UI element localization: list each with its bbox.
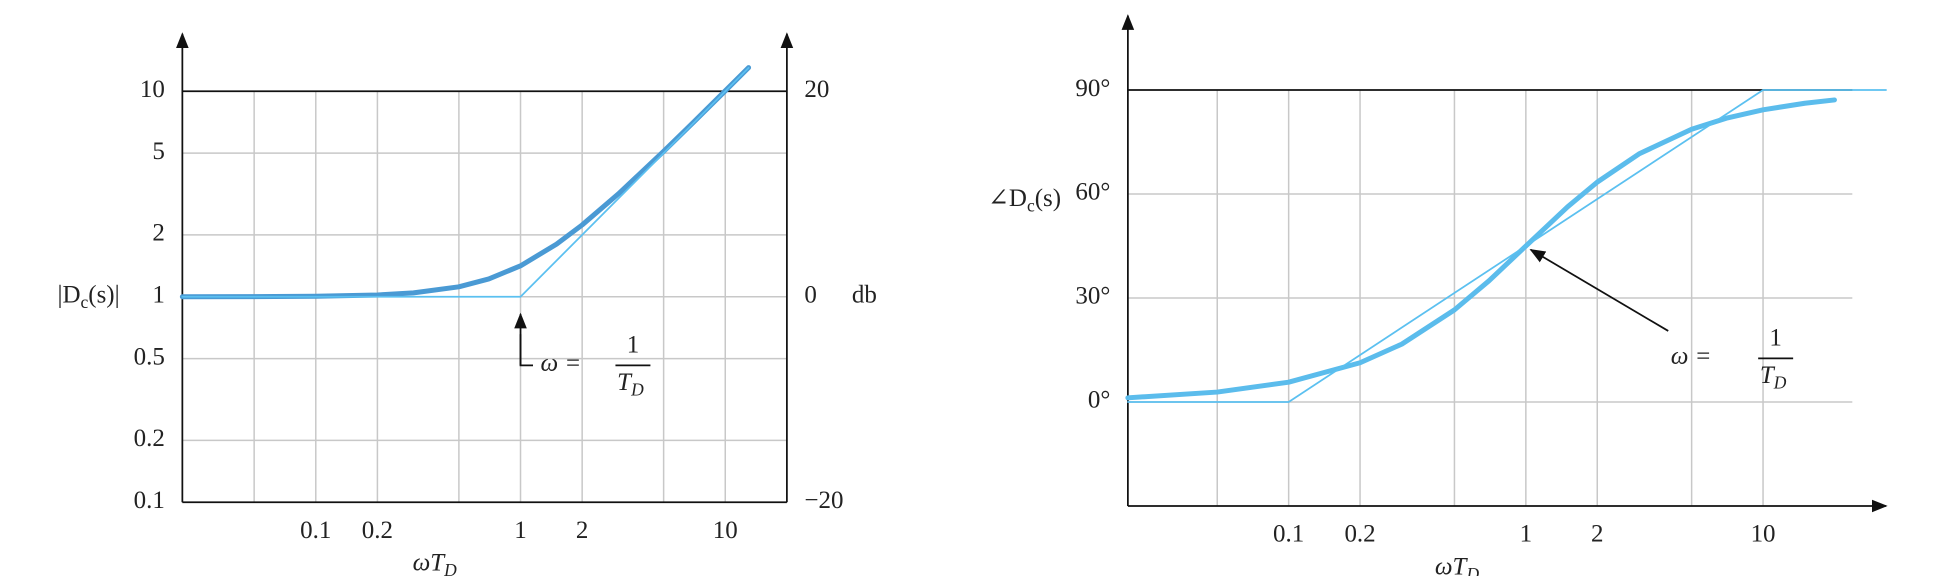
x-tick-label: 1 — [1520, 521, 1532, 548]
x-tick-label: 2 — [1591, 521, 1603, 548]
y-tick-label: 5 — [152, 138, 164, 165]
y-axis-label-part: (s) — [1035, 185, 1061, 212]
x-axis-label-part: ωT — [1435, 553, 1469, 576]
y2-tick-label: 0 — [804, 281, 816, 308]
annotation-denominator-part: T — [1760, 362, 1776, 389]
annotation-denominator-part: T — [617, 369, 633, 396]
y2-axis-label: db — [852, 281, 877, 308]
series-line — [181, 66, 750, 298]
y2-tick-label: 20 — [804, 76, 829, 103]
x-axis-label-part: D — [1465, 564, 1479, 576]
annotation-text: ω = — [1671, 343, 1712, 370]
annotation-arrow — [1529, 248, 1669, 332]
y-tick-label: 60° — [1075, 179, 1110, 206]
series-line — [1125, 97, 1837, 401]
y-axis-label: |Dc(s)| — [57, 281, 119, 312]
x-axis-label-part: D — [443, 560, 457, 576]
annotation-denominator: TD — [617, 369, 644, 400]
x-tick-label: 10 — [713, 517, 738, 544]
y-axis-label-part: ∠D — [988, 185, 1027, 212]
y-tick-label: 1 — [152, 281, 164, 308]
x-tick-label: 10 — [1751, 521, 1776, 548]
x-tick-label: 0.2 — [1344, 521, 1375, 548]
y-tick-label: 0.1 — [134, 487, 165, 514]
y-tick-label: 30° — [1075, 283, 1110, 310]
y-tick-label: 0.2 — [134, 425, 165, 452]
x-axis-label: ωTD — [413, 549, 458, 576]
annotation-leader — [519, 334, 534, 367]
y2-tick-label: −20 — [804, 487, 843, 514]
y-axis-label-part: (s)| — [88, 281, 119, 308]
annotation-denominator: TD — [1760, 362, 1787, 393]
x-tick-label: 0.2 — [362, 517, 393, 544]
annotation-numerator: 1 — [1769, 324, 1781, 351]
y-axis-label: ∠Dc(s) — [988, 185, 1061, 216]
x-axis-label-part: ωT — [413, 549, 447, 576]
y-axis-label-part: c — [80, 292, 88, 312]
series-line — [1127, 89, 1887, 403]
annotation-denominator-part: D — [1773, 373, 1787, 393]
y-tick-label: 0.5 — [134, 343, 165, 370]
y-tick-label: 10 — [140, 76, 165, 103]
y-tick-label: 0° — [1088, 387, 1110, 414]
annotation-denominator-part: D — [630, 380, 644, 400]
annotation-text: ω = — [541, 350, 582, 377]
y-axis-label-part: |D — [57, 281, 80, 308]
x-tick-label: 1 — [514, 517, 526, 544]
annotation-numerator: 1 — [627, 331, 639, 358]
x-tick-label: 0.1 — [300, 517, 331, 544]
y-tick-label: 2 — [152, 220, 164, 247]
x-tick-label: 2 — [576, 517, 588, 544]
y-axis-label-part: c — [1027, 195, 1035, 215]
x-tick-label: 0.1 — [1273, 521, 1304, 548]
y-tick-label: 90° — [1075, 75, 1110, 102]
x-axis-label: ωTD — [1435, 553, 1480, 576]
